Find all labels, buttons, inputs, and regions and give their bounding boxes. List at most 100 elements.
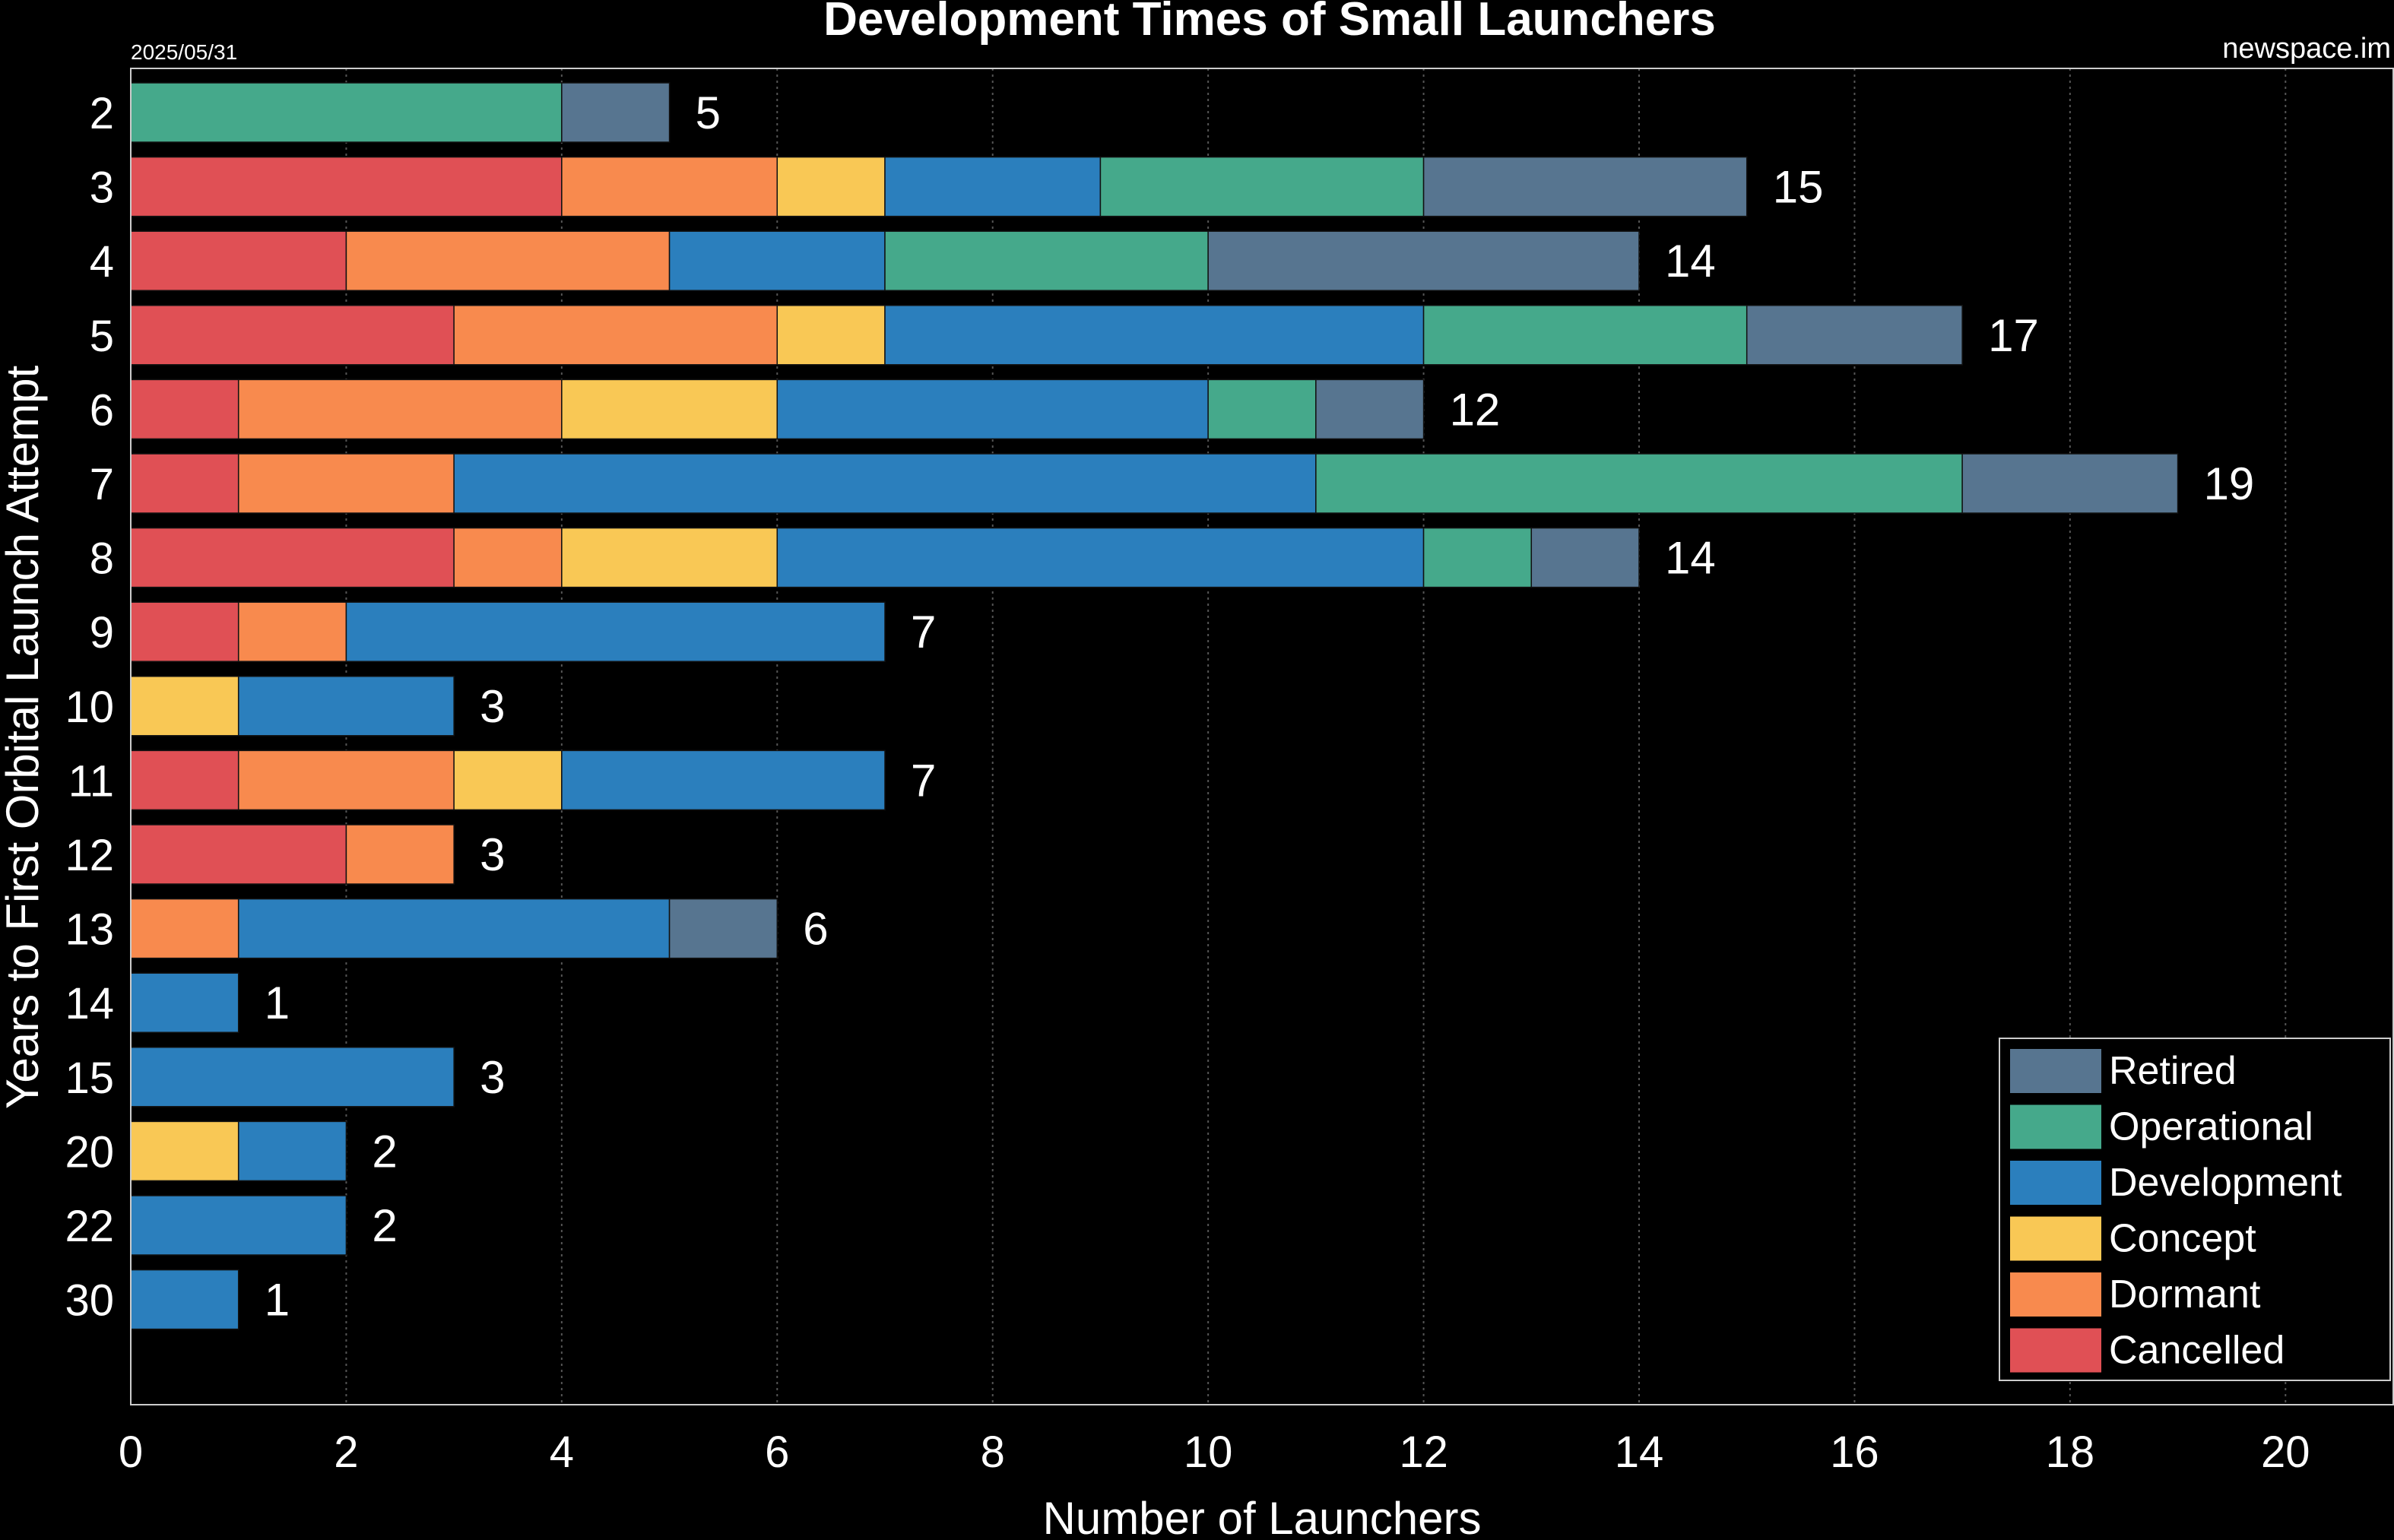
bar-segment-operational <box>1422 527 1533 588</box>
bars <box>130 82 2179 1330</box>
chart-title: Development Times of Small Launchers <box>823 0 1716 46</box>
x-tick-label: 20 <box>2261 1428 2310 1477</box>
bar-segment-development <box>130 1195 347 1256</box>
y-tick-label: 8 <box>90 534 114 584</box>
legend-label-cancelled: Cancelled <box>2109 1329 2285 1373</box>
bar-segment-dormant <box>237 379 563 440</box>
total-label: 3 <box>480 681 505 732</box>
bar-segment-development <box>237 676 455 737</box>
bar-segment-development <box>130 1269 239 1330</box>
bar-segment-operational <box>1422 305 1748 366</box>
bar-segment-cancelled <box>130 527 455 588</box>
y-tick-label: 4 <box>90 237 114 287</box>
y-tick-label: 9 <box>90 608 114 658</box>
bar-segment-dormant <box>237 749 455 811</box>
total-label: 7 <box>911 755 936 806</box>
bar-segment-development <box>237 898 671 959</box>
bar-segment-dormant <box>453 305 778 366</box>
bar-segment-concept <box>776 305 886 366</box>
bar-segment-cancelled <box>130 453 239 514</box>
bar-segment-development <box>237 1120 347 1182</box>
bar-segment-development <box>130 972 239 1033</box>
total-label: 12 <box>1450 384 1501 435</box>
bar-segment-cancelled <box>130 379 239 440</box>
bar-segment-concept <box>453 749 563 811</box>
total-label: 1 <box>265 978 290 1028</box>
bar-segment-dormant <box>237 453 455 514</box>
bar-segment-retired <box>1530 527 1640 588</box>
bar-segment-operational <box>130 82 563 143</box>
x-tick-labels: 0 2 4 6 8 10 12 14 16 18 20 <box>119 1428 2310 1477</box>
bar-segment-dormant <box>345 824 455 885</box>
bar-segment-development <box>130 1047 455 1107</box>
legend-swatch-concept <box>2010 1216 2101 1261</box>
total-label: 3 <box>480 829 505 880</box>
total-label: 6 <box>803 904 828 955</box>
bar-segment-development <box>884 156 1102 217</box>
y-tick-label: 11 <box>68 756 114 806</box>
bar-segment-dormant <box>237 601 347 662</box>
y-tick-label: 22 <box>65 1202 114 1251</box>
total-label: 5 <box>696 87 721 138</box>
y-tick-label: 14 <box>65 979 114 1028</box>
bar-segment-development <box>776 379 1209 440</box>
bar-segment-development <box>776 527 1425 588</box>
bar-segment-development <box>884 305 1425 366</box>
bar-segment-dormant <box>561 156 778 217</box>
bar-segment-retired <box>1746 305 1963 366</box>
bar-segment-retired <box>668 898 778 959</box>
bar-segment-cancelled <box>130 156 563 217</box>
total-label: 2 <box>372 1126 397 1177</box>
x-tick-label: 8 <box>981 1428 1005 1477</box>
legend-box <box>1999 1038 2391 1381</box>
total-label: 19 <box>2204 458 2255 509</box>
chart-source: newspace.im <box>2222 33 2391 65</box>
y-tick-label: 10 <box>65 683 114 732</box>
bar-segment-retired <box>1315 379 1425 440</box>
legend-swatch-retired <box>2010 1049 2101 1093</box>
y-tick-label: 2 <box>90 89 114 138</box>
y-tick-label: 7 <box>90 460 114 509</box>
bar-segment-retired <box>1961 453 2179 514</box>
total-labels: 5 15 14 17 12 19 14 7 3 7 3 6 1 3 2 2 1 <box>265 87 2255 1326</box>
bar-segment-operational <box>884 230 1209 291</box>
legend-label-concept: Concept <box>2109 1217 2256 1261</box>
bar-segment-cancelled <box>130 230 347 291</box>
legend-swatch-development <box>2010 1161 2101 1205</box>
bar-segment-concept <box>561 527 778 588</box>
bar-segment-retired <box>561 82 671 143</box>
chart-date: 2025/05/31 <box>131 40 237 64</box>
y-tick-label: 6 <box>90 385 114 435</box>
legend-swatch-operational <box>2010 1104 2101 1149</box>
y-tick-label: 15 <box>65 1054 114 1103</box>
bar-segment-cancelled <box>130 749 239 811</box>
legend-label-operational: Operational <box>2109 1105 2313 1149</box>
y-tick-label: 5 <box>90 312 114 361</box>
total-label: 7 <box>911 607 936 658</box>
x-tick-label: 10 <box>1184 1428 1233 1477</box>
legend-swatch-cancelled <box>2010 1328 2101 1373</box>
x-tick-label: 12 <box>1399 1428 1448 1477</box>
x-tick-label: 6 <box>765 1428 789 1477</box>
total-label: 17 <box>1988 310 2039 361</box>
bar-segment-cancelled <box>130 305 455 366</box>
bar-segment-development <box>453 453 1317 514</box>
y-tick-label: 3 <box>90 163 114 213</box>
bar-segment-retired <box>1422 156 1748 217</box>
y-tick-label: 12 <box>65 831 114 880</box>
y-tick-label: 13 <box>65 905 114 955</box>
y-axis-label: Years to First Orbital Launch Attempt <box>0 366 48 1110</box>
y-tick-label: 30 <box>65 1276 114 1326</box>
bar-segment-cancelled <box>130 601 239 662</box>
x-tick-label: 0 <box>119 1428 143 1477</box>
legend-swatch-dormant <box>2010 1272 2101 1317</box>
bar-segment-dormant <box>453 527 563 588</box>
bar-segment-development <box>561 749 886 811</box>
bar-segment-cancelled <box>130 824 347 885</box>
x-tick-label: 2 <box>334 1428 358 1477</box>
bar-segment-concept <box>130 1120 239 1182</box>
bar-segment-dormant <box>345 230 671 291</box>
legend-label-dormant: Dormant <box>2109 1272 2261 1317</box>
bar-segment-dormant <box>130 898 239 959</box>
